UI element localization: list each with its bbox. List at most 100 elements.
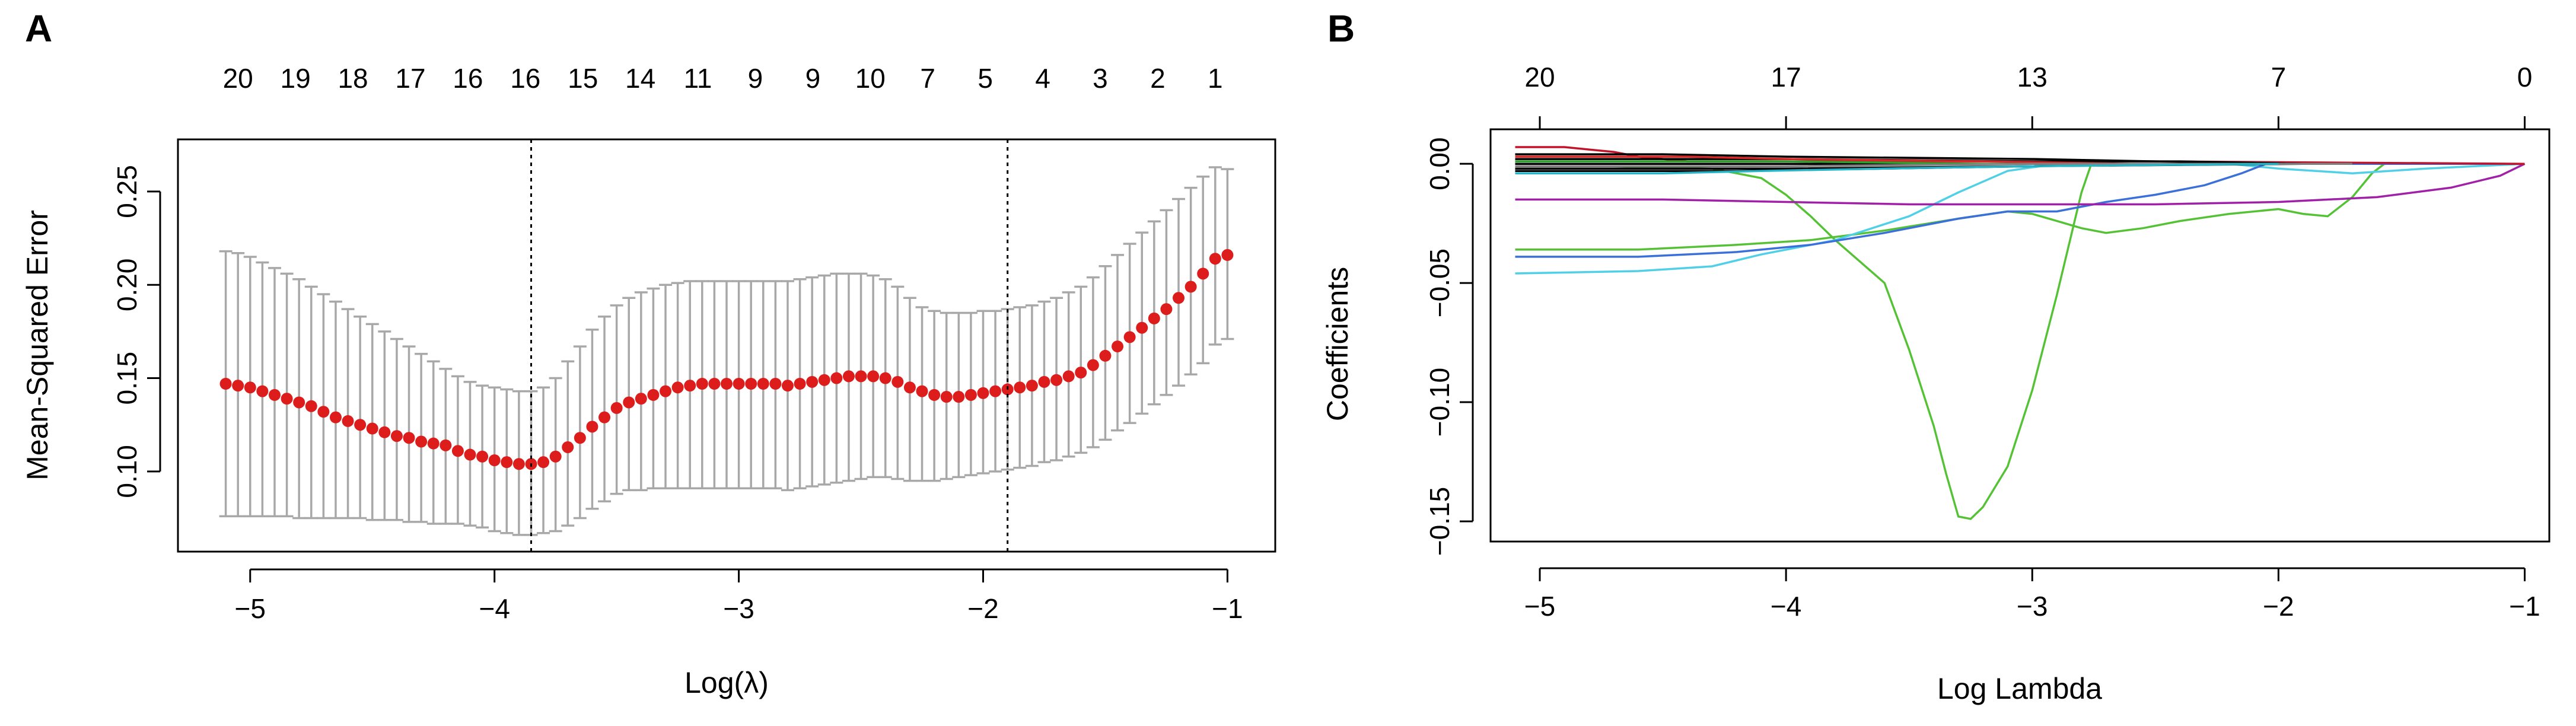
- top-axis-label: 7: [920, 63, 935, 94]
- top-axis-label: 9: [748, 63, 763, 94]
- top-axis-label: 20: [223, 63, 253, 94]
- y-tick-label: 0.15: [112, 352, 142, 405]
- top-axis-label: 19: [281, 63, 311, 94]
- error-bar: [365, 323, 379, 521]
- mse-point: [610, 402, 623, 414]
- error-bar: [634, 291, 648, 492]
- panel-b-coefficient-paths: [1515, 146, 2526, 520]
- panel-a: A −5 −4 −3 −2 −1 0.100.150.200.25 20 19 18 17 16…: [21, 7, 1276, 699]
- mse-point: [964, 389, 977, 401]
- y-tick-label: 0.00: [1424, 137, 1455, 190]
- mse-point: [354, 419, 367, 431]
- x-tick-label: −1: [1212, 593, 1243, 624]
- mse-point: [1014, 381, 1026, 394]
- top-axis-label: 10: [855, 63, 886, 94]
- mse-point: [867, 370, 880, 383]
- mse-point: [794, 378, 806, 390]
- x-tick-label: −3: [2017, 591, 2048, 622]
- mse-point: [1197, 268, 1209, 280]
- mse-point: [342, 415, 354, 427]
- error-bar: [390, 337, 403, 521]
- coefficient-path-var-green-dip: [1515, 163, 2093, 520]
- y-tick-label: 0.10: [112, 445, 142, 498]
- mse-point: [891, 375, 904, 388]
- top-axis-label: 7: [2271, 62, 2287, 93]
- mse-point: [305, 400, 317, 412]
- panel-b-x-axis: −5 −4 −3 −2 −1: [1524, 567, 2540, 622]
- error-bar: [329, 300, 342, 520]
- mse-point: [940, 391, 953, 403]
- mse-point: [879, 372, 891, 384]
- mse-point: [818, 374, 830, 386]
- mse-point: [598, 411, 611, 424]
- top-axis-label: 2: [1150, 63, 1166, 94]
- x-tick-label: −5: [1524, 591, 1555, 622]
- mse-point: [586, 421, 598, 433]
- error-bar: [598, 315, 612, 502]
- top-axis-label: 13: [2017, 62, 2048, 93]
- panel-a-x-label: Log(λ): [684, 666, 769, 699]
- x-tick-label: −2: [2263, 591, 2294, 622]
- mse-point: [281, 393, 293, 405]
- coefficient-path-var-cyan-1: [1515, 163, 2525, 275]
- top-axis-label: 0: [2517, 62, 2533, 93]
- mse-point: [1087, 359, 1099, 371]
- mse-point: [623, 396, 635, 409]
- mse-point: [378, 426, 391, 438]
- mse-point: [806, 375, 819, 388]
- top-axis-label: 11: [684, 63, 712, 94]
- mse-point: [696, 378, 708, 390]
- panel-letter-b: B: [1327, 7, 1355, 50]
- mse-point: [390, 430, 403, 442]
- mse-point: [549, 450, 562, 463]
- panel-b-y-label: Coefficients: [1321, 267, 1354, 421]
- mse-point: [512, 458, 525, 470]
- top-axis-label: 4: [1035, 63, 1050, 94]
- mse-point: [537, 456, 550, 469]
- top-axis-label: 20: [1524, 62, 1555, 93]
- mse-point: [366, 422, 378, 435]
- y-tick-label: 0.20: [112, 258, 142, 311]
- error-bar: [647, 287, 660, 489]
- x-tick-label: −3: [723, 593, 754, 624]
- coefficient-path-var-cyan-2: [1515, 163, 2279, 174]
- panel-b-x-label: Log Lambda: [1937, 672, 2102, 705]
- mse-point: [1038, 375, 1050, 388]
- top-axis-label: 9: [805, 63, 821, 94]
- top-axis-label: 16: [510, 63, 540, 94]
- top-axis-label: 1: [1208, 63, 1223, 94]
- coefficient-path-var-purple: [1515, 163, 2526, 206]
- x-tick-label: −5: [235, 593, 266, 624]
- coefficient-path-var-green-2: [1515, 163, 2385, 251]
- top-axis-label: 14: [625, 63, 655, 94]
- mse-point: [842, 370, 855, 383]
- mse-point: [671, 381, 684, 394]
- mse-point: [721, 378, 733, 390]
- panel-a-error-bars: [219, 166, 1234, 536]
- mse-point: [562, 441, 574, 453]
- error-bar: [622, 297, 636, 492]
- mse-point: [916, 385, 928, 397]
- mse-point: [219, 378, 232, 390]
- mse-point: [1123, 331, 1136, 343]
- mse-point: [1099, 349, 1112, 362]
- mse-point: [415, 435, 428, 448]
- mse-point: [1062, 370, 1075, 383]
- mse-point: [268, 389, 281, 401]
- mse-point: [684, 380, 696, 392]
- panel-b-plot-frame: [1489, 128, 2550, 543]
- error-bar: [378, 330, 391, 521]
- error-bar: [585, 329, 599, 510]
- error-bar: [354, 315, 367, 520]
- mse-point: [708, 378, 721, 390]
- x-tick-label: −2: [967, 593, 998, 624]
- mse-point: [476, 450, 489, 463]
- mse-point: [1148, 312, 1160, 324]
- panel-b-y-axis: 0.00 −0.05 −0.10 −0.15: [1424, 137, 1474, 556]
- y-tick-label: −0.10: [1424, 368, 1455, 437]
- mse-point: [903, 381, 916, 394]
- mse-point: [977, 387, 989, 399]
- y-tick-label: 0.25: [112, 165, 142, 218]
- mse-point: [757, 378, 769, 390]
